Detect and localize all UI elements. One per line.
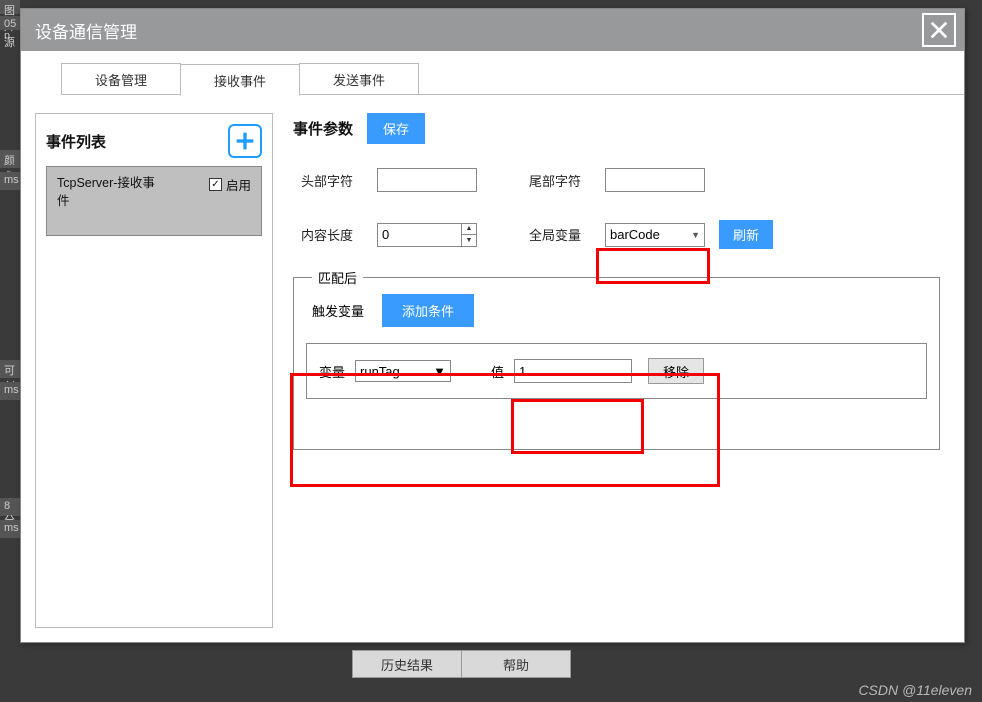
- match-fieldset: 匹配后 触发变量 添加条件 变量 runTag ▼ 值 移除: [293, 277, 940, 450]
- refresh-button[interactable]: 刷新: [719, 220, 773, 249]
- watermark: CSDN @11eleven: [858, 682, 972, 698]
- remove-condition-button[interactable]: 移除: [648, 358, 704, 384]
- head-char-input[interactable]: [377, 168, 477, 192]
- global-var-value: barCode: [610, 227, 660, 242]
- global-var-label: 全局变量: [529, 225, 591, 244]
- save-button[interactable]: 保存: [367, 113, 425, 144]
- condition-row: 变量 runTag ▼ 值 移除: [306, 343, 927, 399]
- cond-value-input[interactable]: [514, 359, 632, 383]
- content-length-label: 内容长度: [301, 225, 363, 244]
- event-item-name: TcpServer-接收事件: [57, 175, 167, 210]
- tab-receive-event[interactable]: 接收事件: [180, 64, 300, 96]
- close-icon: [928, 19, 950, 41]
- params-heading: 事件参数: [293, 118, 353, 139]
- event-list-heading: 事件列表: [46, 131, 106, 152]
- tab-send-event[interactable]: 发送事件: [299, 63, 419, 95]
- match-legend: 匹配后: [312, 268, 363, 287]
- bg-label: 可创: [0, 360, 20, 378]
- cond-var-value: runTag: [360, 364, 400, 379]
- bg-label: 05 n: [0, 16, 20, 30]
- event-enable-checkbox[interactable]: ✓ 启用: [209, 175, 251, 194]
- trigger-var-label: 触发变量: [312, 301, 364, 320]
- dialog-tabs: 设备管理 接收事件 发送事件: [21, 51, 964, 95]
- event-enable-label: 启用: [226, 175, 251, 194]
- cond-value-label: 值: [491, 362, 504, 381]
- chevron-down-icon: ▼: [433, 364, 446, 379]
- add-event-button[interactable]: [228, 124, 262, 158]
- tail-char-input[interactable]: [605, 168, 705, 192]
- tab-device-mgmt[interactable]: 设备管理: [61, 63, 181, 95]
- event-list-panel: 事件列表 TcpServer-接收事件 ✓ 启用: [35, 113, 273, 628]
- checkbox-icon: ✓: [209, 178, 222, 191]
- dialog-titlebar: 设备通信管理: [21, 9, 964, 51]
- bg-label: 颜色: [0, 150, 20, 168]
- cond-var-select[interactable]: runTag ▼: [355, 360, 451, 382]
- length-spinner[interactable]: ▲ ▼: [461, 224, 476, 246]
- footer-tab-help[interactable]: 帮助: [461, 650, 571, 678]
- event-params-panel: 事件参数 保存 头部字符 尾部字符 内容长度 ▲ ▼: [291, 113, 950, 628]
- cond-var-label: 变量: [319, 362, 345, 381]
- bg-label: ms: [0, 382, 20, 400]
- bg-label: 图片源: [0, 0, 20, 14]
- dialog-title: 设备通信管理: [35, 18, 137, 43]
- footer-tab-history[interactable]: 历史结果: [352, 650, 462, 678]
- event-list-item[interactable]: TcpServer-接收事件 ✓ 启用: [46, 166, 262, 236]
- bg-label: ms: [0, 172, 20, 190]
- chevron-up-icon[interactable]: ▲: [462, 224, 476, 236]
- tab-filler: [417, 63, 964, 95]
- add-condition-button[interactable]: 添加条件: [382, 294, 474, 327]
- tail-char-label: 尾部字符: [529, 171, 591, 190]
- chevron-down-icon[interactable]: ▼: [462, 235, 476, 246]
- global-var-select[interactable]: barCode ▼: [605, 223, 705, 247]
- footer-tabs: 历史结果 帮助: [352, 650, 570, 678]
- plus-icon: [235, 131, 255, 151]
- bg-label: 8分: [0, 498, 20, 516]
- head-char-label: 头部字符: [301, 171, 363, 190]
- chevron-down-icon: ▼: [691, 230, 700, 240]
- bg-label: ms: [0, 520, 20, 538]
- device-comm-dialog: 设备通信管理 设备管理 接收事件 发送事件 事件列表 TcpServer-接收事…: [20, 8, 965, 643]
- close-button[interactable]: [922, 13, 956, 47]
